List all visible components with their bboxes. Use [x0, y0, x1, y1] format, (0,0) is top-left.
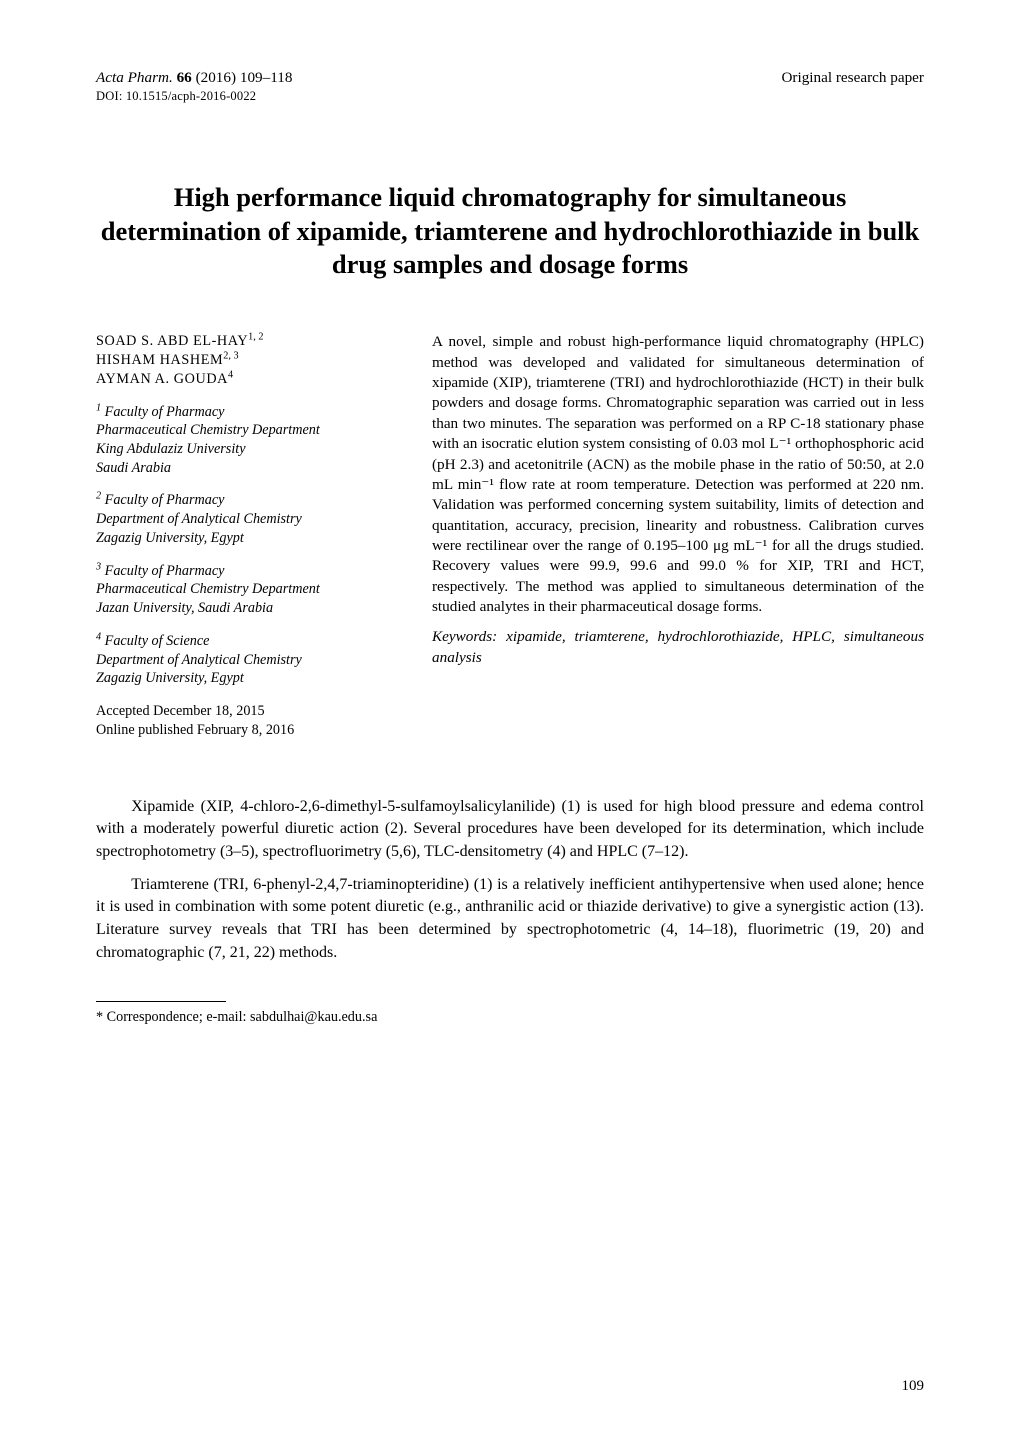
author-name: AYMAN A. GOUDA	[96, 371, 228, 387]
affil-text: Faculty of Pharmacy	[105, 404, 225, 420]
accepted-date: Accepted December 18, 2015	[96, 702, 398, 721]
affil-text: Faculty of Pharmacy	[105, 492, 225, 508]
affil-text: Faculty of Pharmacy	[105, 563, 225, 579]
author-name: HISHAM HASHEM	[96, 352, 223, 368]
year-pages: (2016) 109–118	[196, 69, 293, 86]
affiliation-line: 2 Faculty of Pharmacy	[96, 491, 398, 510]
journal-name: Acta Pharm.	[96, 69, 173, 86]
online-date: Online published February 8, 2016	[96, 721, 398, 740]
author-name: SOAD S. ABD EL-HAY	[96, 333, 248, 349]
author: AYMAN A. GOUDA4	[96, 370, 398, 389]
affil-sup: 2	[96, 491, 101, 502]
affiliation-line: Department of Analytical Chemistry	[96, 651, 398, 670]
dates-block: Accepted December 18, 2015 Online publis…	[96, 702, 398, 739]
volume: 66	[177, 69, 192, 86]
footnote-rule	[96, 1001, 226, 1002]
author-affil-sup: 4	[228, 369, 233, 380]
affiliation-line: Jazan University, Saudi Arabia	[96, 599, 398, 618]
affiliation-line: Pharmaceutical Chemistry Department	[96, 580, 398, 599]
keywords-label: Keywords:	[432, 628, 497, 645]
affiliation-line: 1 Faculty of Pharmacy	[96, 403, 398, 422]
body-paragraph: Triamterene (TRI, 6-phenyl-2,4,7-triamin…	[96, 874, 924, 965]
affiliation-line: Zagazig University, Egypt	[96, 529, 398, 548]
author: SOAD S. ABD EL-HAY1, 2	[96, 332, 398, 351]
body-paragraph: Xipamide (XIP, 4-chloro-2,6-dimethyl-5-s…	[96, 796, 924, 864]
right-column: A novel, simple and robust high-performa…	[432, 332, 924, 739]
doi: DOI: 10.1515/acph-2016-0022	[96, 89, 292, 105]
journal-block: Acta Pharm. 66 (2016) 109–118 DOI: 10.15…	[96, 68, 292, 105]
author-list: SOAD S. ABD EL-HAY1, 2 HISHAM HASHEM2, 3…	[96, 332, 398, 388]
page: Acta Pharm. 66 (2016) 109–118 DOI: 10.15…	[0, 0, 1020, 1439]
affiliation: 1 Faculty of Pharmacy Pharmaceutical Che…	[96, 403, 398, 478]
affiliation-line: Zagazig University, Egypt	[96, 669, 398, 688]
affiliation-line: 4 Faculty of Science	[96, 632, 398, 651]
author-affil-sup: 1, 2	[248, 332, 263, 343]
author-affil-sup: 2, 3	[223, 350, 238, 361]
affiliation-line: Saudi Arabia	[96, 459, 398, 478]
author: HISHAM HASHEM2, 3	[96, 351, 398, 370]
affiliation-line: King Abdulaziz University	[96, 440, 398, 459]
left-column: SOAD S. ABD EL-HAY1, 2 HISHAM HASHEM2, 3…	[96, 332, 398, 739]
affiliation: 2 Faculty of Pharmacy Department of Anal…	[96, 491, 398, 547]
body-text: Xipamide (XIP, 4-chloro-2,6-dimethyl-5-s…	[96, 796, 924, 965]
affiliation-line: Pharmaceutical Chemistry Department	[96, 421, 398, 440]
affil-text: Faculty of Science	[105, 633, 210, 649]
affil-sup: 4	[96, 631, 101, 642]
affil-sup: 3	[96, 561, 101, 572]
article-title: High performance liquid chromatography f…	[96, 181, 924, 283]
affiliation-line: Department of Analytical Chemistry	[96, 510, 398, 529]
affiliation: 3 Faculty of Pharmacy Pharmaceutical Che…	[96, 562, 398, 618]
two-column-region: SOAD S. ABD EL-HAY1, 2 HISHAM HASHEM2, 3…	[96, 332, 924, 739]
affil-sup: 1	[96, 402, 101, 413]
journal-line: Acta Pharm. 66 (2016) 109–118	[96, 68, 292, 87]
affiliation: 4 Faculty of Science Department of Analy…	[96, 632, 398, 688]
keywords-block: Keywords: xipamide, triamterene, hydroch…	[432, 627, 924, 668]
abstract: A novel, simple and robust high-performa…	[432, 332, 924, 617]
keywords-text: xipamide, triamterene, hydrochlorothiazi…	[432, 628, 924, 665]
page-number: 109	[902, 1378, 925, 1395]
affiliation-line: 3 Faculty of Pharmacy	[96, 562, 398, 581]
paper-type: Original research paper	[781, 68, 924, 105]
correspondence-footnote: * Correspondence; e-mail: sabdulhai@kau.…	[96, 1008, 924, 1026]
running-header: Acta Pharm. 66 (2016) 109–118 DOI: 10.15…	[96, 68, 924, 105]
